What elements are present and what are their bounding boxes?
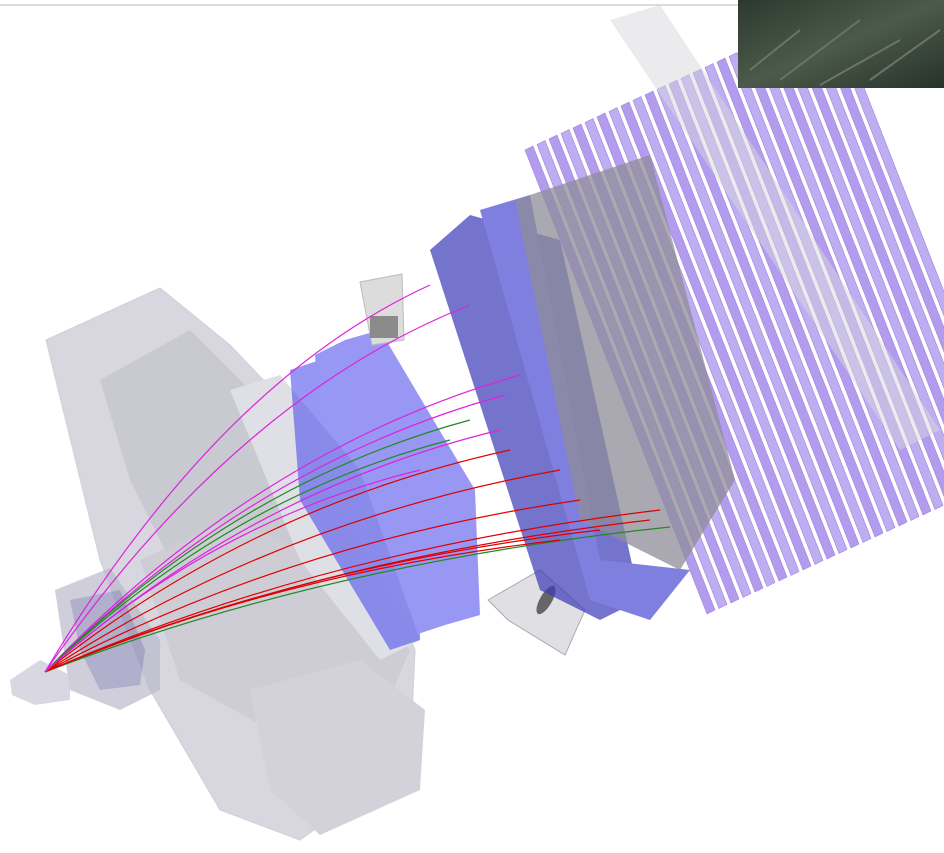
beam-pipe: [10, 660, 70, 705]
track: [44, 469, 421, 673]
vertex-detector: [10, 568, 160, 710]
calorimeter: [515, 155, 735, 570]
map-roads: [749, 19, 941, 86]
middle-detector-block: [480, 195, 690, 620]
station-plate: [632, 96, 824, 565]
tracks: [44, 284, 671, 673]
track: [44, 509, 661, 673]
track: [44, 394, 506, 673]
track: [44, 499, 581, 673]
station-plate: [620, 101, 812, 571]
track: [44, 469, 561, 673]
track: [44, 539, 561, 673]
track: [44, 284, 431, 673]
track: [44, 374, 521, 673]
track: [44, 304, 471, 673]
box-detector-inner: [370, 316, 398, 338]
track: [44, 439, 451, 673]
map-thumbnail[interactable]: [738, 0, 944, 88]
magnet-foot: [250, 660, 425, 835]
station-frame: [610, 5, 940, 450]
station-plate: [644, 90, 836, 560]
track: [44, 526, 671, 673]
track: [44, 449, 511, 673]
track: [44, 419, 471, 673]
